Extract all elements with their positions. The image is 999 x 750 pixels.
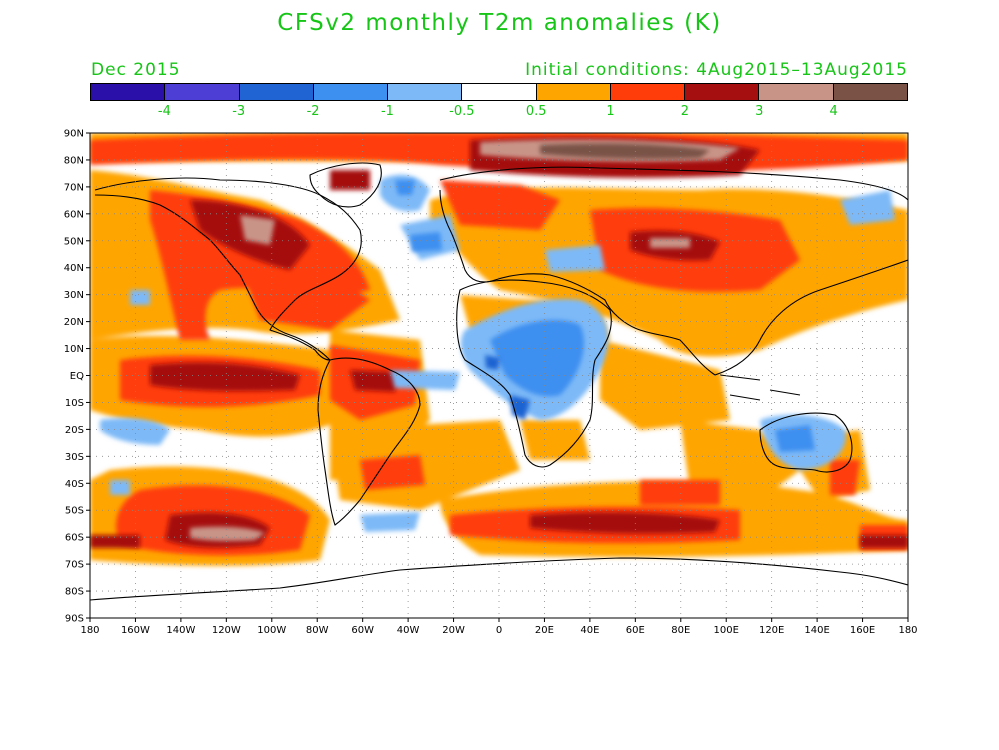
lat-tick-label: 70S [65,560,84,571]
color-bar-tick-label: -3 [232,104,246,119]
lon-tick-label: 160E [850,625,875,636]
lon-tick-label: 80W [306,625,329,636]
lon-tick-label: 100E [714,625,739,636]
color-bar-tick-label: -0.5 [449,104,475,119]
color-bar-segment [313,84,389,100]
color-bar-segment [239,84,314,100]
lon-tick-label: 60E [626,625,645,636]
lat-tick-label: 20N [64,317,84,328]
greenland-outline [309,162,382,208]
australia-outline [759,412,853,473]
color-bar-segment [91,84,166,100]
lat-tick-label: 50N [64,236,84,247]
initial-conditions-label: Initial conditions: 4Aug2015–13Aug2015 [525,60,908,80]
color-bar-tick-label: 2 [680,104,690,119]
color-bar [90,83,908,101]
lon-tick-label: 40W [397,625,420,636]
lat-tick-label: 90N [64,129,84,140]
lon-tick-label: 120E [759,625,784,636]
color-bar-tick-label: 1 [606,104,615,119]
north-america-outline [94,177,362,361]
color-bar-tick-label: 3 [755,104,764,119]
eurasia-outline [439,166,908,376]
lat-tick-label: 30N [64,290,84,301]
anomaly-field [90,133,908,618]
lon-tick-label: 180 [898,625,917,636]
antarctica-outline [90,557,908,601]
lat-tick-label: 40S [65,479,84,490]
lat-tick-label: 60N [64,209,84,220]
lon-tick-label: 0 [496,625,502,636]
negative-anomalies [100,174,895,532]
lat-tick-label: 70N [64,182,84,193]
south-america-outline [317,357,421,526]
color-bar-segment [388,84,463,100]
lat-tick-label: 50S [65,506,84,517]
map-title: CFSv2 monthly T2m anomalies (K) [277,10,722,36]
color-bar-tick-label: -4 [157,104,171,119]
lat-tick-label: 20S [65,425,84,436]
color-bar-tick-label: -1 [380,104,394,119]
lon-tick-label: 100W [257,625,286,636]
color-bar-tick-label: 0.5 [525,104,547,119]
color-bar-segment [759,84,834,100]
color-bar-segment [685,84,760,100]
lat-tick-label: 90S [65,614,84,625]
lon-tick-label: 140E [804,625,829,636]
lat-tick-label: 30S [65,452,84,463]
lon-tick-label: 60W [351,625,374,636]
lat-tick-label: 80N [64,155,84,166]
grid-dots [90,133,908,618]
color-bar-segment [833,84,907,100]
color-bar-segment [165,84,240,100]
lon-tick-label: 140W [166,625,195,636]
color-bar-tick-label: 4 [829,104,838,119]
lat-tick-label: EQ [70,371,84,382]
color-bar-segment [536,84,611,100]
lat-tick-label: 60S [65,533,84,544]
color-bar-segment [462,84,537,100]
color-bar-segment [610,84,686,100]
lon-tick-label: 180 [80,625,99,636]
lat-tick-label: 10N [64,344,84,355]
latitude-axis: 90N 80N 70N 60N 50N 40N 30N 20N 10N EQ 10S 20S 30S 40… [64,129,90,625]
lon-tick-label: 20W [442,625,465,636]
lon-tick-label: 20E [535,625,554,636]
lon-tick-label: 160W [121,625,150,636]
lat-tick-label: 80S [65,587,84,598]
valid-month-label: Dec 2015 [91,60,181,80]
lat-tick-label: 40N [64,263,84,274]
lon-tick-label: 40E [580,625,599,636]
lon-tick-label: 80E [671,625,690,636]
africa-outline [456,279,612,468]
lon-tick-label: 120W [212,625,241,636]
color-bar-tick-label: -2 [306,104,320,119]
longitude-axis: 180 160W 140W 120W 100W 80W 60W 40W 20W 0 20E 40E 60… [80,618,918,636]
continent-outlines [90,162,908,601]
lat-tick-label: 10S [65,398,84,409]
positive-anomalies [90,133,908,566]
